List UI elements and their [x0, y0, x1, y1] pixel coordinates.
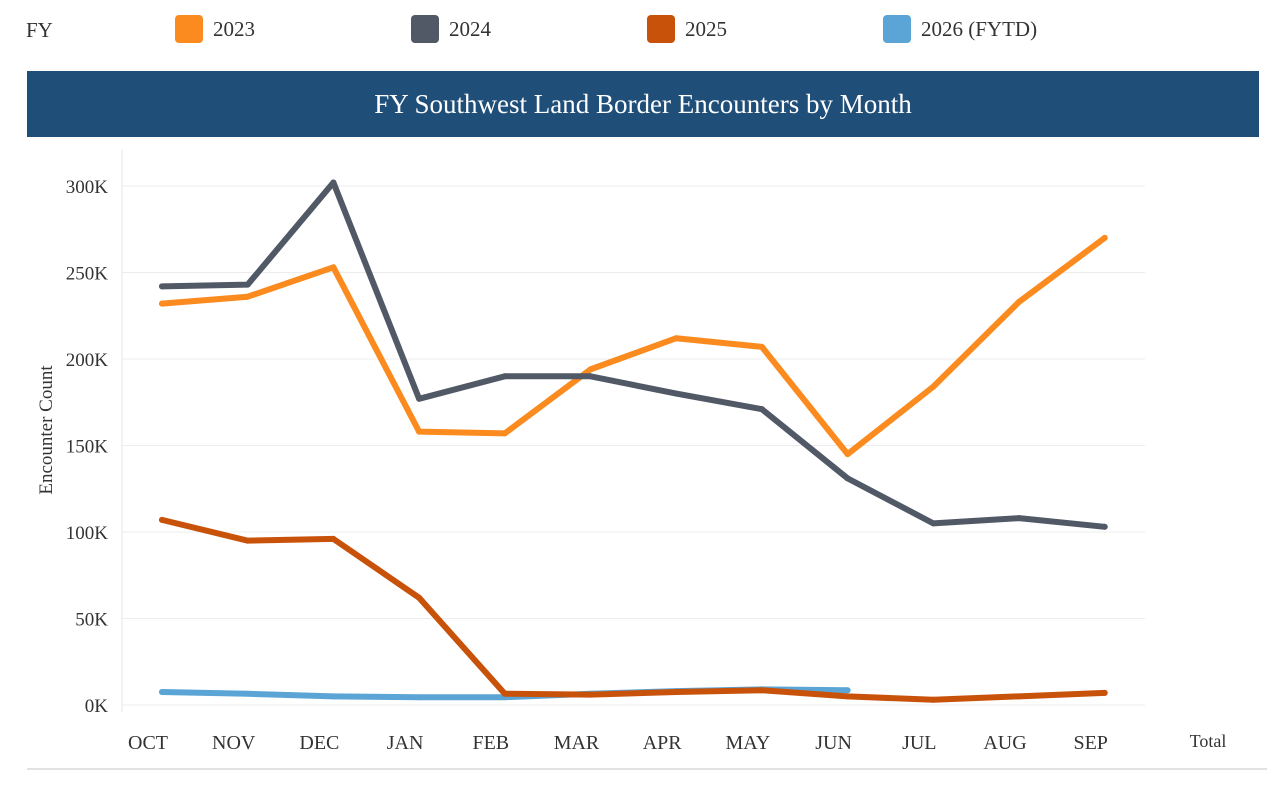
series-line-2023[interactable] — [159, 234, 1108, 458]
data-point[interactable] — [244, 537, 251, 544]
data-point[interactable] — [844, 451, 851, 458]
data-point[interactable] — [330, 179, 337, 186]
bottom-divider — [27, 768, 1267, 770]
data-point[interactable] — [673, 335, 680, 342]
data-point[interactable] — [673, 689, 680, 696]
data-point[interactable] — [501, 430, 508, 437]
x-tick-label: MAR — [554, 732, 600, 754]
x-tick-label: MAY — [725, 732, 770, 754]
legend-item-label: 2024 — [449, 16, 491, 41]
data-point[interactable] — [844, 693, 851, 700]
data-point[interactable] — [1016, 693, 1022, 700]
data-point[interactable] — [416, 694, 423, 701]
legend-item-2024[interactable]: 2024 — [411, 15, 491, 43]
series-lines — [159, 179, 1108, 703]
x-tick-label: FEB — [472, 732, 509, 754]
data-point[interactable] — [673, 390, 680, 397]
y-tick-label: 150K — [66, 437, 109, 458]
x-total-label[interactable]: Total — [1190, 731, 1227, 751]
y-axis-title: Encounter Count — [36, 365, 57, 495]
legend-swatch-2024 — [411, 15, 439, 43]
data-point[interactable] — [930, 696, 937, 703]
x-tick-label: AUG — [983, 732, 1026, 754]
y-tick-label: 50K — [75, 610, 108, 631]
legend-item-label: 2026 (FYTD) — [921, 16, 1038, 41]
data-point[interactable] — [758, 406, 765, 413]
data-point[interactable] — [244, 293, 251, 300]
legend-item-2025[interactable]: 2025 — [647, 15, 727, 43]
y-axis: 0K 50K 100K 150K 200K 250K 300K Encounter Count — [36, 177, 108, 717]
y-tick-label: 100K — [66, 523, 109, 544]
data-point[interactable] — [159, 689, 165, 696]
data-point[interactable] — [930, 520, 937, 527]
data-point[interactable] — [416, 428, 423, 435]
x-tick-label: JAN — [387, 732, 424, 754]
legend-item-label: 2023 — [213, 16, 255, 41]
data-point[interactable] — [587, 373, 594, 380]
legend-swatch-2025 — [647, 15, 675, 43]
legend-swatch-2026 — [883, 15, 911, 43]
data-point[interactable] — [1101, 523, 1108, 530]
data-point[interactable] — [244, 281, 251, 288]
chart-title-bar: FY Southwest Land Border Encounters by M… — [27, 71, 1259, 137]
data-point[interactable] — [844, 687, 851, 694]
data-point[interactable] — [844, 475, 851, 482]
x-axis: OCT NOV DEC JAN FEB MAR APR MAY JUN JUL AUG SEP Tota… — [128, 731, 1226, 754]
x-tick-label: NOV — [212, 732, 256, 754]
x-tick-label: APR — [643, 732, 683, 754]
y-tick-label: 0K — [85, 696, 109, 717]
data-point[interactable] — [587, 366, 594, 373]
y-tick-label: 300K — [66, 177, 109, 198]
data-point[interactable] — [330, 264, 337, 271]
legend-swatch-2023 — [175, 15, 203, 43]
x-tick-label: DEC — [299, 732, 339, 754]
gridlines — [121, 150, 1145, 712]
data-point[interactable] — [587, 691, 594, 698]
legend-item-label: 2025 — [685, 16, 727, 41]
x-tick-label: OCT — [128, 732, 168, 754]
series-line-2024[interactable] — [159, 179, 1108, 530]
data-point[interactable] — [416, 594, 423, 601]
data-point[interactable] — [1101, 689, 1108, 696]
legend-item-2023[interactable]: 2023 — [175, 15, 255, 43]
data-point[interactable] — [501, 690, 508, 697]
data-point[interactable] — [758, 343, 765, 350]
data-point[interactable] — [416, 395, 423, 402]
x-tick-label: JUN — [815, 732, 852, 754]
data-point[interactable] — [159, 516, 165, 523]
y-tick-label: 250K — [66, 264, 109, 285]
legend-title: FY — [26, 18, 53, 42]
data-point[interactable] — [758, 687, 765, 694]
y-tick-label: 200K — [66, 350, 109, 371]
x-tick-label: SEP — [1073, 732, 1107, 754]
data-point[interactable] — [159, 300, 165, 307]
data-point[interactable] — [159, 283, 165, 290]
legend-item-2026-fytd[interactable]: 2026 (FYTD) — [883, 15, 1037, 43]
data-point[interactable] — [330, 693, 337, 700]
data-point[interactable] — [1101, 234, 1108, 241]
chart-title: FY Southwest Land Border Encounters by M… — [374, 88, 912, 119]
data-point[interactable] — [330, 535, 337, 542]
data-point[interactable] — [501, 373, 508, 380]
legend: FY 2023 2024 2025 2026 (FYTD) — [0, 0, 1280, 62]
data-point[interactable] — [1016, 515, 1022, 522]
data-point[interactable] — [1016, 298, 1022, 305]
x-tick-label: JUL — [902, 732, 936, 754]
data-point[interactable] — [244, 690, 251, 697]
data-point[interactable] — [930, 383, 937, 390]
series-line-2025[interactable] — [159, 516, 1108, 703]
